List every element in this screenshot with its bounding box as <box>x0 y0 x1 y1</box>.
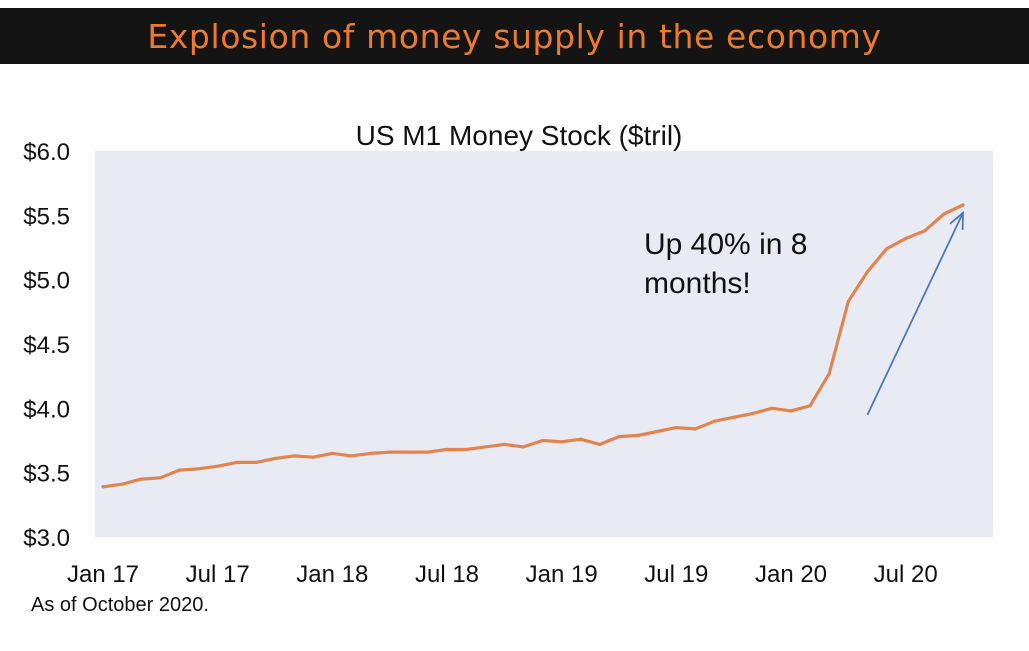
data-point <box>904 236 908 241</box>
data-point <box>674 426 678 430</box>
data-point <box>732 415 736 419</box>
data-point <box>273 456 277 461</box>
data-point <box>521 445 526 449</box>
data-point <box>789 409 793 413</box>
data-point <box>541 438 545 443</box>
data-point <box>713 419 717 423</box>
x-tick-label: Jul 20 <box>874 561 938 588</box>
data-point <box>426 450 430 454</box>
y-axis-ticks: $3.0 $3.5 $4.0 $4.5 $5.0 $5.5 $6.0 <box>23 139 70 552</box>
data-point <box>292 454 296 458</box>
data-point <box>120 482 124 486</box>
page-title: Explosion of money supply in the economy <box>147 17 882 56</box>
annotation-text-line-2: months! <box>644 267 751 300</box>
data-point <box>139 477 143 481</box>
data-point <box>216 464 220 468</box>
data-point <box>445 447 449 452</box>
x-axis-ticks: Jan 17 Jul 17 Jan 18 Jul 18 Jan 19 Jul 19 Jan … <box>67 561 938 588</box>
arrow-shaft <box>866 212 964 416</box>
data-point <box>751 411 755 416</box>
annotation-text-line-1: Up 40% in 8 <box>644 228 807 261</box>
x-tick-label: Jan 20 <box>755 561 827 588</box>
data-point <box>388 450 392 454</box>
y-tick-label: $4.5 <box>23 332 70 359</box>
data-point <box>808 404 812 408</box>
data-point <box>464 447 468 452</box>
annotation-arrow <box>866 210 964 416</box>
y-tick-label: $5.5 <box>23 203 70 230</box>
x-tick-label: Jan 19 <box>526 561 598 588</box>
data-point <box>598 442 602 446</box>
x-tick-label: Jul 17 <box>186 561 250 588</box>
plot-area <box>95 151 993 537</box>
data-point <box>865 270 870 274</box>
y-tick-label: $3.0 <box>23 525 70 552</box>
data-point <box>235 460 239 464</box>
y-tick-label: $5.0 <box>23 268 70 295</box>
data-point <box>923 229 927 233</box>
series-line-m1 <box>101 203 965 489</box>
series-points <box>101 203 965 489</box>
data-point <box>349 454 353 458</box>
data-point <box>885 247 889 251</box>
data-point <box>942 212 946 216</box>
data-point <box>655 429 659 434</box>
data-point <box>846 299 850 304</box>
y-tick-label: $6.0 <box>23 139 70 166</box>
data-point <box>502 442 506 446</box>
data-point <box>330 451 334 455</box>
footnote: As of October 2020. <box>31 594 209 616</box>
data-point <box>827 372 831 376</box>
arrow-head <box>949 210 964 230</box>
data-point <box>560 440 564 444</box>
y-tick-label: $4.0 <box>23 396 70 423</box>
x-tick-label: Jul 18 <box>415 561 479 588</box>
data-point <box>579 437 583 441</box>
y-tick-label: $3.5 <box>23 461 70 488</box>
data-point <box>158 476 162 480</box>
x-tick-label: Jan 18 <box>296 561 368 588</box>
title-banner: Explosion of money supply in the economy <box>0 8 1029 64</box>
data-point <box>693 427 698 431</box>
data-point <box>197 467 201 471</box>
x-tick-label: Jul 19 <box>644 561 708 588</box>
data-point <box>101 485 105 489</box>
data-point <box>617 435 621 439</box>
data-point <box>311 455 315 459</box>
data-point <box>961 203 965 207</box>
data-point <box>636 433 640 437</box>
chart-title: US M1 Money Stock ($tril) <box>356 120 683 151</box>
data-point <box>369 451 373 455</box>
data-point <box>483 445 487 449</box>
data-point <box>177 468 181 472</box>
data-point <box>407 450 411 454</box>
data-point <box>254 460 258 464</box>
data-point <box>770 406 774 410</box>
x-tick-label: Jan 17 <box>67 561 139 588</box>
